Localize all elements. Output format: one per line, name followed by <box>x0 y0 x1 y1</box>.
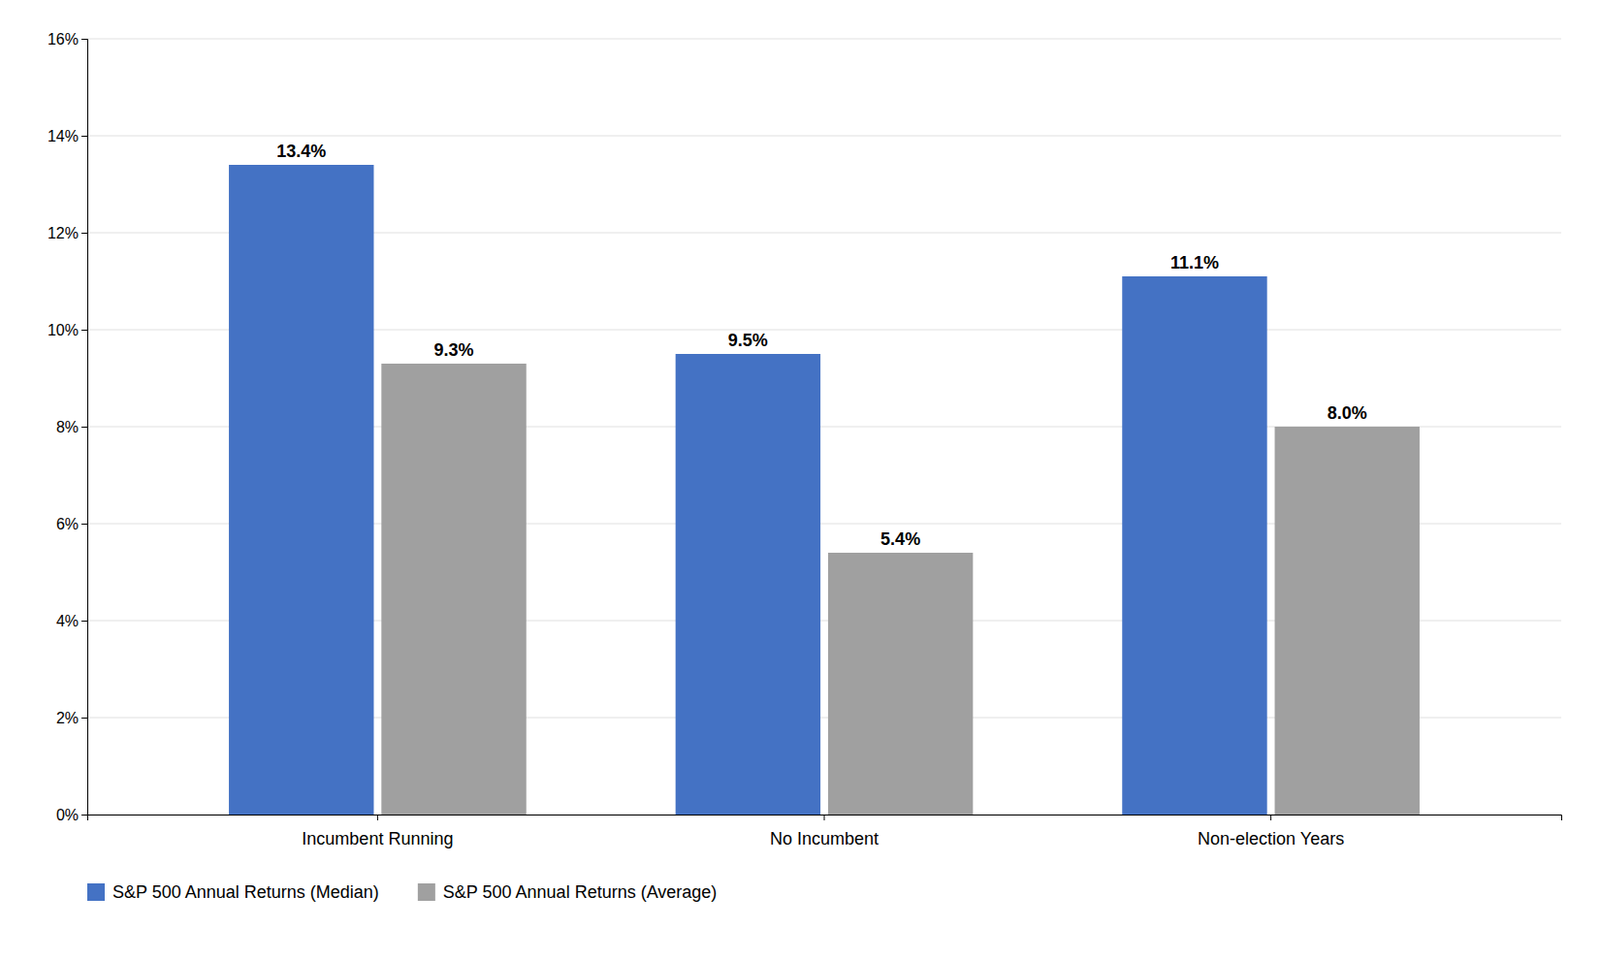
x-tick: Incumbent Running <box>301 814 453 849</box>
y-tick-label: 8% <box>56 418 79 436</box>
y-tick-mark <box>81 426 88 428</box>
x-tick: No Incumbent <box>769 814 879 849</box>
chart: 0% 2% 4% 6% 8% 10% 12% 14% 16% Incumbent Running N… <box>0 0 1600 960</box>
bar <box>381 363 526 815</box>
x-tick-mark <box>377 814 379 821</box>
legend-label: S&P 500 Annual Returns (Average) <box>443 882 718 902</box>
plot: 0% 2% 4% 6% 8% 10% 12% 14% 16% Incumbent Running N… <box>47 31 1563 903</box>
bar <box>828 552 973 815</box>
data-labels: 13.4% 9.5% 11.1% 9.3% 5.4% 8.0% <box>276 141 1368 549</box>
y-tick-mark <box>81 523 88 525</box>
y-tick-mark <box>81 329 88 331</box>
y-tick: 10% <box>47 321 88 339</box>
x-tick-label: No Incumbent <box>769 829 879 849</box>
data-label: 9.3% <box>434 340 475 360</box>
y-tick-mark <box>81 717 88 719</box>
x-tick-label: Non-election Years <box>1197 829 1344 849</box>
legend: S&P 500 Annual Returns (Median) S&P 500 A… <box>87 882 717 902</box>
x-tick-label: Incumbent Running <box>301 829 453 849</box>
grid <box>87 38 1562 815</box>
x-tick-mark <box>824 814 826 821</box>
data-label: 11.1% <box>1170 253 1219 273</box>
legend-item: S&P 500 Annual Returns (Median) <box>87 882 380 902</box>
y-axis-line <box>81 39 89 816</box>
y-tick: 14% <box>47 128 88 145</box>
y-tick-mark <box>81 135 88 137</box>
bar <box>228 164 374 815</box>
y-tick: 6% <box>56 515 88 533</box>
x-axis: Incumbent Running No Incumbent Non-electio… <box>88 814 1563 849</box>
data-label: 13.4% <box>276 141 326 161</box>
y-tick-mark <box>81 620 88 622</box>
y-tick: 16% <box>47 31 88 48</box>
y-tick-label: 14% <box>47 128 79 145</box>
grid-line <box>87 38 1562 40</box>
x-axis-line <box>88 815 1563 822</box>
grid-line <box>87 135 1562 137</box>
legend-swatch <box>417 883 436 901</box>
x-tick: Non-election Years <box>1197 814 1344 849</box>
bar <box>1121 276 1267 815</box>
y-tick-mark <box>81 232 88 234</box>
bars <box>228 164 1420 815</box>
legend-label: S&P 500 Annual Returns (Median) <box>112 882 380 902</box>
y-tick-mark <box>81 38 88 40</box>
y-tick: 0% <box>56 806 88 824</box>
bar <box>675 353 821 815</box>
legend-swatch <box>87 883 105 901</box>
bar <box>1275 426 1420 815</box>
y-tick: 2% <box>56 709 88 727</box>
y-tick-label: 6% <box>56 515 79 533</box>
y-tick-label: 4% <box>56 612 79 630</box>
y-tick-label: 16% <box>47 31 79 48</box>
legend-item: S&P 500 Annual Returns (Average) <box>417 882 718 902</box>
y-tick-label: 0% <box>56 806 79 824</box>
x-tick-mark <box>1270 814 1272 821</box>
y-tick: 12% <box>47 224 88 242</box>
y-axis: 0% 2% 4% 6% 8% 10% 12% 14% 16% <box>47 31 89 824</box>
y-tick-label: 12% <box>47 224 79 242</box>
y-tick: 4% <box>56 612 88 630</box>
data-label: 8.0% <box>1327 403 1368 423</box>
data-label: 9.5% <box>728 330 768 351</box>
y-tick-mark <box>81 814 88 816</box>
y-tick-label: 2% <box>56 709 79 727</box>
data-label: 5.4% <box>880 529 921 549</box>
y-tick: 8% <box>56 418 88 436</box>
y-tick-label: 10% <box>47 321 79 339</box>
